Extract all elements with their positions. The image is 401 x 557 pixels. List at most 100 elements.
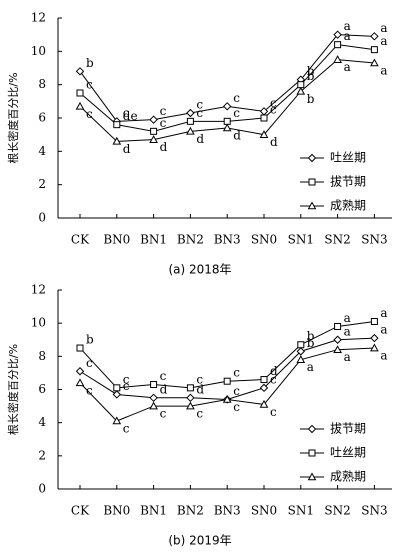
marker <box>223 377 231 385</box>
y-tick-label: 12 <box>31 283 46 297</box>
significance-letter: b <box>307 329 315 343</box>
significance-letter: b <box>86 333 94 347</box>
significance-letter: a <box>380 21 387 35</box>
legend-label: 吐丝期 <box>330 151 366 165</box>
marker <box>186 393 195 402</box>
marker <box>260 376 268 384</box>
x-tick-label: SN1 <box>288 233 314 247</box>
significance-letter: c <box>233 400 240 414</box>
marker <box>296 355 306 363</box>
marker <box>297 81 305 89</box>
legend-label: 拔节期 <box>330 174 366 189</box>
x-tick-label: CK <box>71 504 90 518</box>
y-tick-label: 2 <box>38 448 46 462</box>
marker <box>112 416 122 425</box>
significance-letter: c <box>233 384 240 398</box>
significance-letter: c <box>86 356 93 370</box>
significance-letter: a <box>380 34 387 48</box>
significance-letter: c <box>270 96 277 110</box>
y-tick-label: 4 <box>38 144 46 158</box>
significance-letter: d <box>270 364 278 378</box>
x-tick-label: BN2 <box>177 233 204 247</box>
significance-letter: c <box>270 372 277 386</box>
significance-letter: a <box>344 324 351 338</box>
significance-letter: c <box>270 103 277 117</box>
x-tick-label: BN1 <box>140 504 167 518</box>
marker <box>112 390 122 399</box>
marker <box>150 127 158 135</box>
significance-letter: c <box>86 107 93 121</box>
significance-letter: b <box>307 92 315 106</box>
significance-letter: c <box>86 78 93 92</box>
marker <box>186 126 195 135</box>
marker <box>370 58 379 67</box>
marker <box>307 153 317 163</box>
y-tick-label: 2 <box>38 177 46 191</box>
legend-label: 成熟期 <box>330 469 366 484</box>
x-tick-label: CK <box>71 233 90 247</box>
y-tick-label: 10 <box>31 44 46 58</box>
y-tick-label: 0 <box>38 211 46 225</box>
y-tick-label: 6 <box>38 111 46 125</box>
x-tick-label: SN3 <box>361 233 387 247</box>
significance-letter: b <box>307 69 315 83</box>
significance-letter: c <box>160 369 167 383</box>
significance-letter: b <box>307 64 315 78</box>
marker <box>186 108 195 118</box>
y-tick-label: 4 <box>38 415 46 429</box>
x-tick-label: SN0 <box>251 504 277 518</box>
marker <box>149 401 158 410</box>
y-tick-label: 8 <box>38 349 46 363</box>
y-axis-label: 根长密度百分比/% <box>6 344 20 435</box>
x-tick-label: SN0 <box>251 233 277 247</box>
significance-letter: a <box>380 323 387 337</box>
marker <box>370 46 378 54</box>
marker <box>297 341 305 349</box>
significance-letter: a <box>380 349 387 363</box>
marker <box>149 393 158 402</box>
x-tick-label: BN3 <box>214 504 241 518</box>
marker <box>260 114 268 122</box>
marker <box>333 345 342 353</box>
significance-letter: a <box>344 19 351 33</box>
significance-letter: c <box>123 106 130 120</box>
marker <box>222 102 232 111</box>
marker <box>259 383 269 393</box>
significance-letter: c <box>160 116 167 130</box>
significance-letter: d <box>160 382 168 396</box>
significance-letter: a <box>344 311 351 325</box>
marker <box>150 381 158 389</box>
marker <box>186 384 194 392</box>
marker <box>333 30 342 39</box>
x-tick-label: SN2 <box>324 233 350 247</box>
marker <box>75 67 85 76</box>
marker <box>370 333 379 343</box>
marker <box>307 472 317 481</box>
marker <box>76 89 84 97</box>
marker <box>113 384 121 392</box>
marker <box>370 318 378 326</box>
marker <box>370 343 379 352</box>
significance-letter: a <box>344 60 351 74</box>
marker <box>113 121 121 129</box>
significance-letter: d <box>196 132 204 146</box>
marker <box>222 394 232 403</box>
significance-letter: c <box>123 372 130 386</box>
marker <box>222 123 232 132</box>
marker <box>307 201 317 210</box>
significance-letter: c <box>123 379 130 393</box>
marker <box>307 424 317 434</box>
marker <box>296 86 306 95</box>
x-tick-label: SN2 <box>324 504 350 518</box>
x-tick-label: BN2 <box>177 504 204 518</box>
marker <box>334 41 342 49</box>
marker <box>296 347 306 356</box>
significance-letter: b <box>307 336 315 350</box>
significance-letter: c <box>196 407 203 421</box>
significance-letter: c <box>196 106 203 120</box>
significance-letter: a <box>344 29 351 43</box>
significance-letter: d <box>160 140 168 154</box>
significance-letter: c <box>86 383 93 397</box>
marker <box>75 367 85 376</box>
significance-letter: d <box>196 382 204 396</box>
